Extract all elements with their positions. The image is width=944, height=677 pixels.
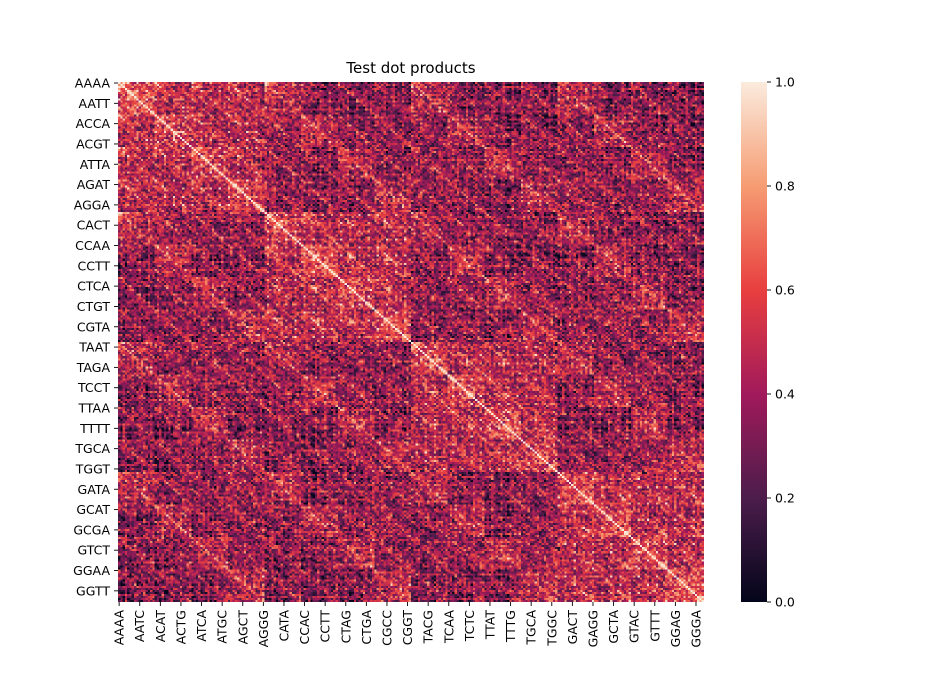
row-tick-label: AGAT — [77, 177, 111, 192]
colorbar-ticks: 0.0 0.2 0.4 0.6 0.8 1.0 — [767, 75, 795, 610]
row-tick-label: GGTT — [76, 583, 110, 598]
column-tick-label: CATA — [276, 610, 291, 642]
row-tick-label: GCAT — [76, 502, 110, 517]
colorbar-tick-label: 0.4 — [775, 387, 795, 402]
row-tick-label: TGGT — [75, 461, 111, 476]
column-tick-label: CCTT — [318, 610, 333, 643]
row-tick-label: TAGA — [76, 360, 111, 375]
column-tick-label: GGAG — [668, 610, 683, 647]
column-tick-label: GGGA — [688, 610, 703, 648]
column-tick-label: GTAC — [627, 610, 642, 643]
column-tick-label: AGCT — [235, 610, 250, 645]
column-tick-label: TCAA — [441, 610, 456, 645]
row-tick-label: CTGT — [77, 299, 111, 314]
column-tick-label: AAAA — [112, 610, 127, 646]
row-tick-label: CCTT — [77, 258, 110, 273]
heatmap-matrix — [118, 82, 704, 602]
colorbar-tick-label: 0.2 — [775, 491, 795, 506]
heatmap-cells — [118, 82, 704, 602]
row-tick-label: GATA — [78, 482, 111, 497]
column-tick-label: TTTG — [503, 610, 518, 643]
column-tick-label: GTTT — [647, 610, 662, 642]
colorbar-tick-label: 0.6 — [775, 283, 795, 298]
column-tick-label: GAGG — [585, 610, 600, 647]
row-tick-label: CCAA — [75, 238, 110, 253]
colorbar-tick-label: 0.0 — [775, 595, 795, 610]
column-tick-label: TGCA — [524, 610, 539, 646]
row-tick-label: TCCT — [77, 380, 110, 395]
row-tick-label: TTTT — [79, 421, 110, 436]
column-tick-label: CTAG — [338, 610, 353, 643]
row-tick-label: CACT — [77, 218, 111, 233]
column-tick-labels: AAAA AATC ACAT ACTG ATCA ATGC AGCT AGGG CATA CCAC… — [112, 602, 703, 648]
column-tick-label: ACAT — [153, 610, 168, 643]
row-tick-label: GTCT — [77, 543, 110, 558]
column-tick-label: GACT — [565, 610, 580, 645]
column-tick-label: CGGT — [400, 610, 415, 646]
column-tick-label: ACTG — [173, 610, 188, 644]
column-tick-label: ATCA — [194, 610, 209, 642]
column-tick-label: AATC — [132, 610, 147, 642]
column-tick-label: ATGC — [215, 610, 230, 644]
row-tick-label: TGCA — [74, 441, 110, 456]
row-tick-label: ATTA — [80, 157, 111, 172]
row-tick-label: AGGA — [74, 197, 111, 212]
column-tick-label: TCTC — [462, 610, 477, 643]
row-tick-label: AAAA — [75, 76, 111, 91]
chart-title: Test dot products — [345, 59, 475, 77]
column-tick-label: CGCC — [379, 610, 394, 646]
column-tick-label: CCAC — [297, 610, 312, 645]
column-tick-label: TTAT — [482, 610, 497, 641]
row-tick-label: ACGT — [76, 136, 110, 151]
row-tick-label: TAAT — [78, 340, 110, 355]
row-tick-label: AATT — [78, 96, 110, 111]
row-tick-label: CTCA — [77, 279, 110, 294]
row-tick-labels: AAAA AATT ACCA ACGT ATTA AGAT AGGA CACT CCAA CCTT… — [73, 76, 118, 598]
column-tick-label: GCTA — [606, 610, 621, 644]
column-tick-label: TACG — [421, 610, 436, 644]
row-tick-label: CGTA — [77, 319, 111, 334]
colorbar — [741, 82, 767, 602]
row-tick-label: TTAA — [77, 401, 110, 416]
colorbar-tick-label: 1.0 — [775, 75, 795, 90]
row-tick-label: GGAA — [73, 563, 110, 578]
column-tick-label: CTGA — [359, 610, 374, 645]
row-tick-label: GCGA — [73, 522, 110, 537]
colorbar-tick-label: 0.8 — [775, 179, 795, 194]
column-tick-label: TGGC — [544, 610, 559, 647]
column-tick-label: AGGG — [256, 610, 271, 647]
row-tick-label: ACCA — [76, 116, 111, 131]
